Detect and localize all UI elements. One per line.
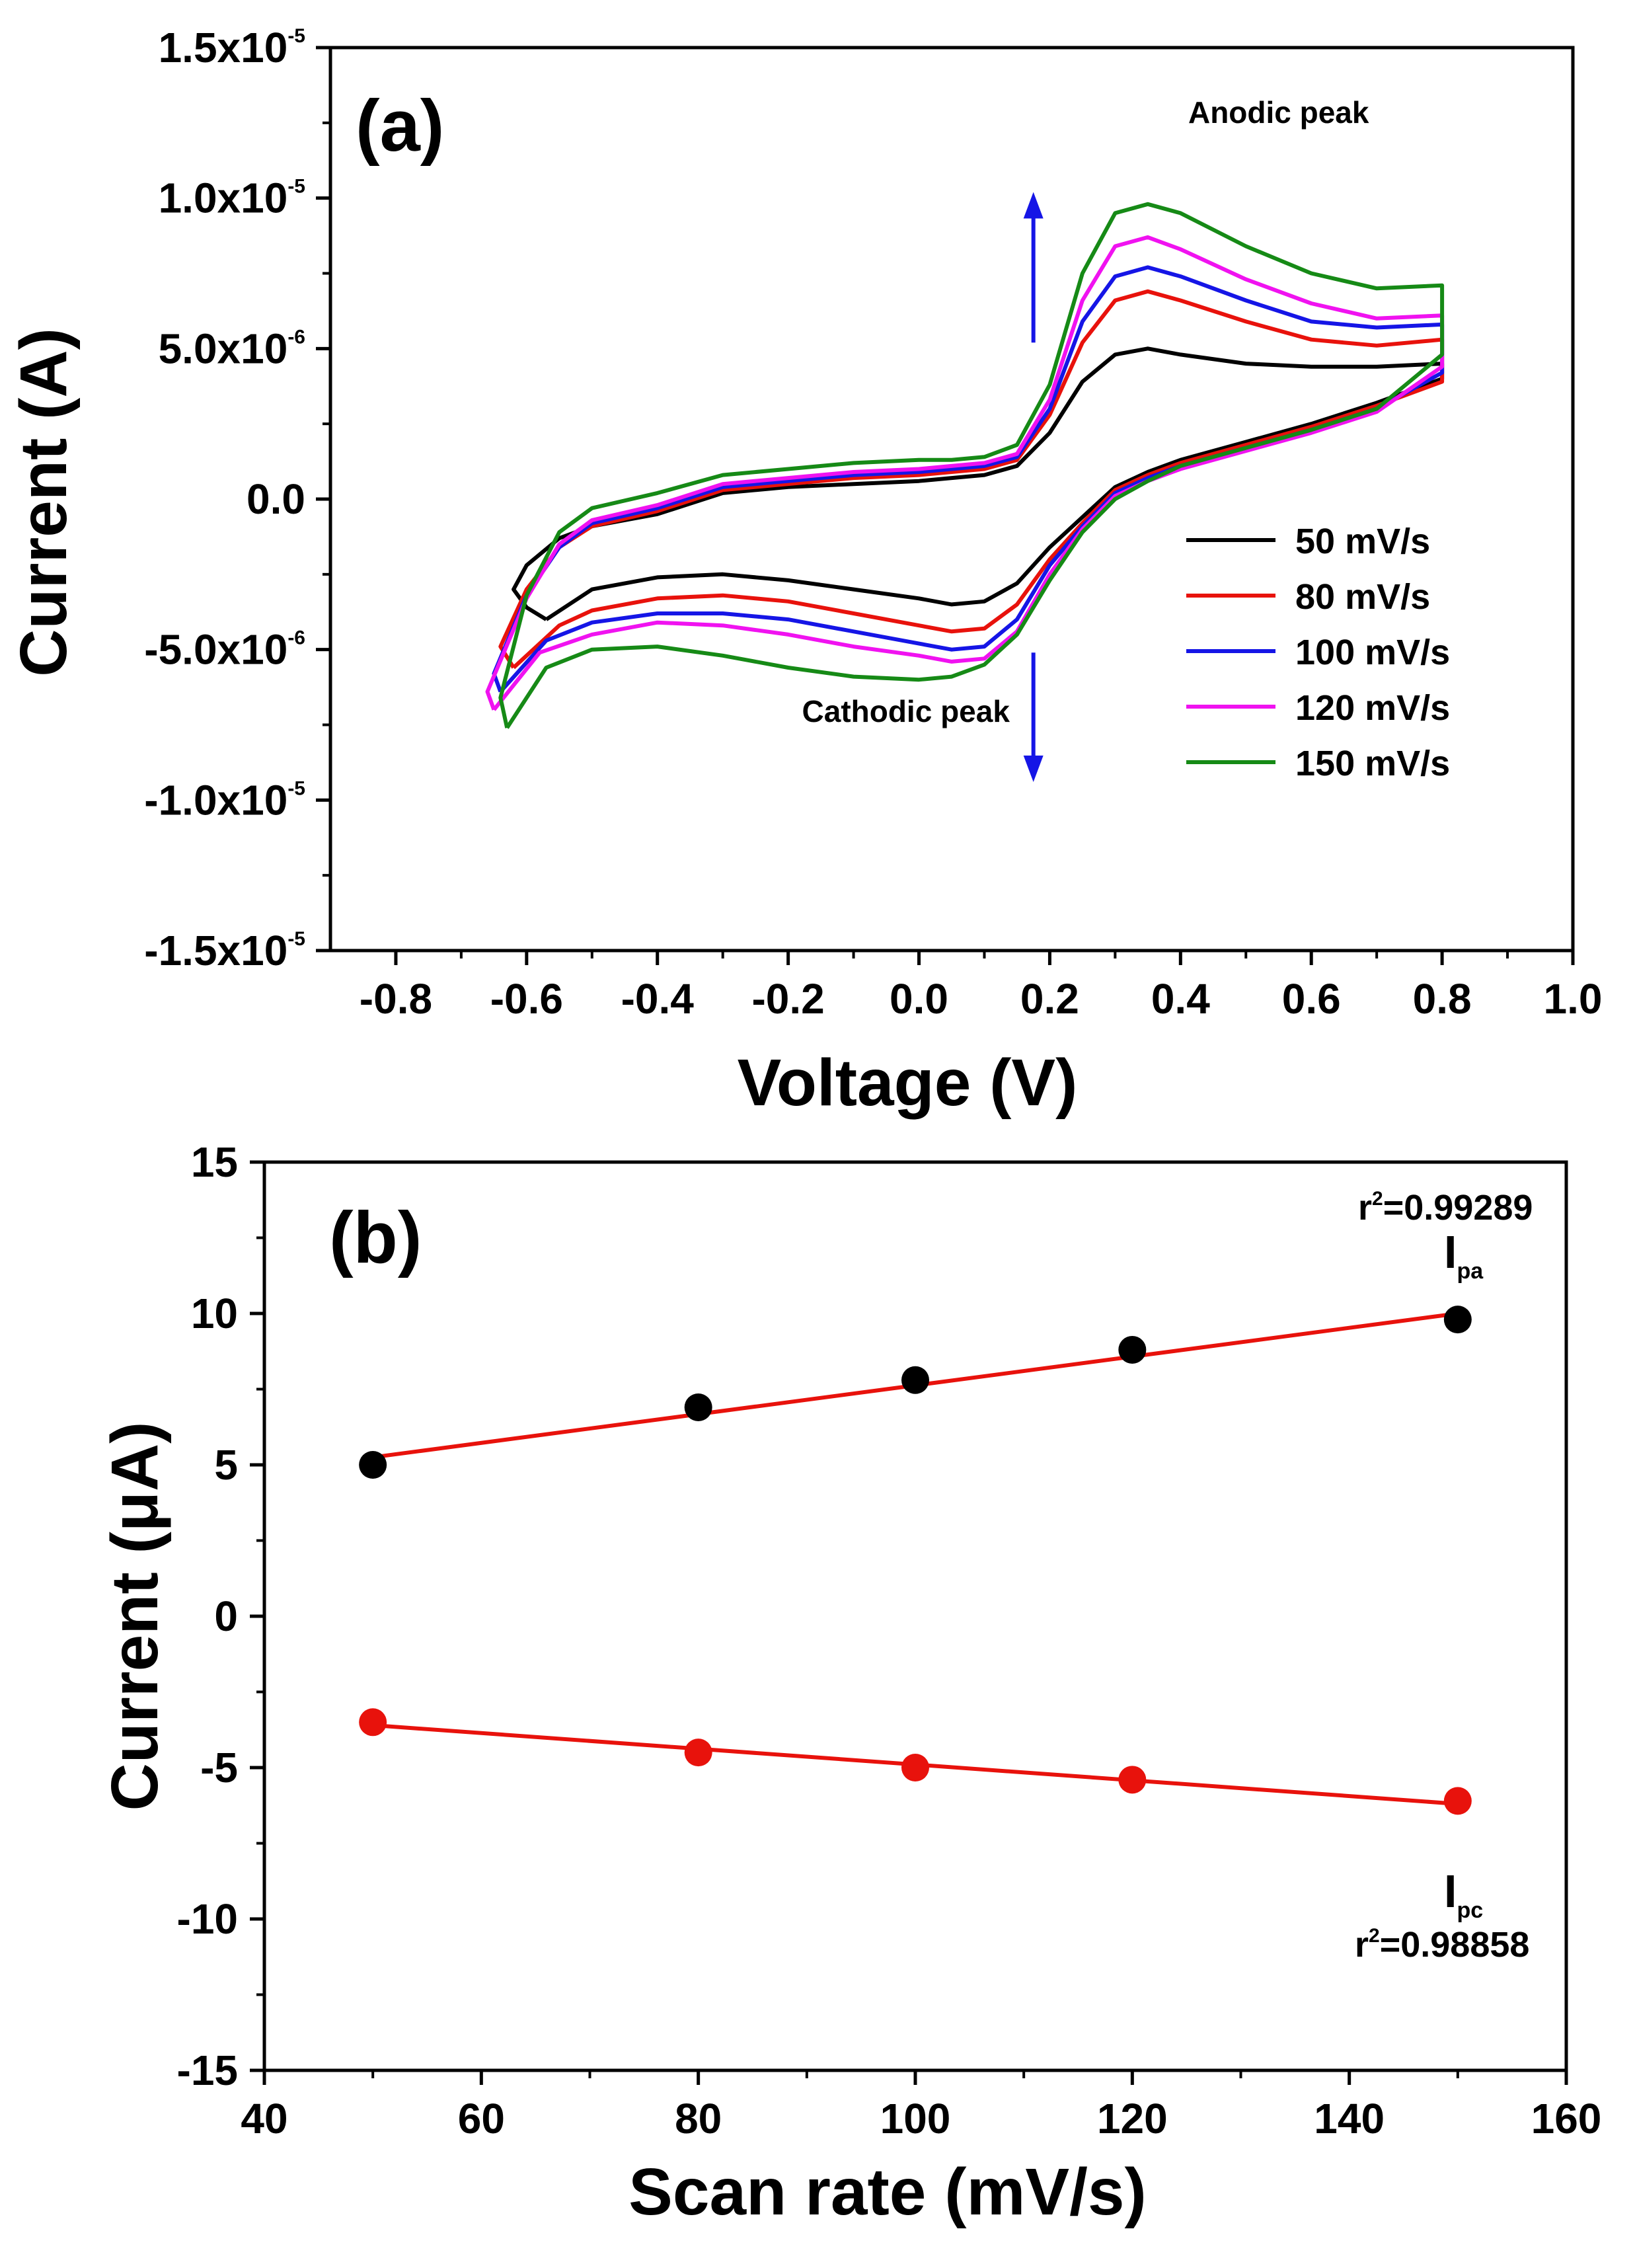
legend-label-3: 100 mV/s	[1295, 633, 1450, 672]
panel-a-peak-arrows	[1023, 192, 1044, 783]
ipa-data-point	[1443, 1306, 1472, 1334]
ipc-data-point	[359, 1708, 387, 1737]
a-y-tick-label: -1.0x10-5	[144, 776, 305, 824]
a-y-tick-exponent: -5	[287, 25, 305, 47]
a-y-tick-label: -5.0x10-6	[144, 626, 305, 674]
a-y-tick-exponent: -6	[287, 326, 305, 348]
peak-arrow-head-1	[1023, 192, 1044, 219]
b-x-tick-label: 160	[1531, 2095, 1602, 2142]
a-y-tick-exponent: -5	[287, 176, 305, 198]
ipc-data-point	[1443, 1787, 1472, 1815]
legend-label-2: 80 mV/s	[1295, 577, 1430, 617]
b-x-tick-label: 80	[675, 2095, 722, 2142]
panel-b-y-ticks: 15 10 5 0 -5 -10 -15	[177, 1138, 264, 2094]
b-y-tick-label: 0	[214, 1592, 238, 1640]
b-x-tick-label: 40	[241, 2095, 287, 2142]
a-y-tick-mantissa: 0.0	[247, 475, 305, 523]
cv-curve-5	[498, 202, 1445, 729]
a-y-tick-label: 1.5x10-5	[159, 24, 305, 71]
ipa-r2-value: =0.99289	[1383, 1188, 1533, 1228]
panel-a-legend: 50 mV/s 80 mV/s 100 mV/s 120 mV/s 150 mV/s	[1186, 522, 1450, 783]
a-x-tick-label: 0.6	[1282, 975, 1341, 1023]
b-y-tick-label: 5	[214, 1441, 238, 1489]
panel-b-label: (b)	[329, 1197, 422, 1278]
b-y-tick-label: -15	[177, 2047, 239, 2094]
ipc-label-main: I	[1444, 1865, 1457, 1917]
ipa-label-main: I	[1444, 1226, 1457, 1278]
ipa-label: Ipa	[1444, 1226, 1484, 1284]
legend-label-5: 150 mV/s	[1295, 744, 1450, 783]
a-x-tick-label: 0.4	[1151, 975, 1210, 1023]
a-x-tick-label: 0.2	[1020, 975, 1079, 1023]
a-y-tick-label: 1.0x10-5	[159, 175, 305, 222]
a-y-tick-exponent: -5	[287, 928, 305, 950]
ipa-r2-prefix: r	[1358, 1188, 1372, 1228]
ipa-data-point	[901, 1366, 929, 1394]
peak-arrow-head-2	[1023, 756, 1044, 783]
a-y-tick-mantissa: -1.5x10	[144, 927, 287, 974]
ipc-data-point	[684, 1739, 712, 1767]
a-x-tick-label: -0.8	[360, 975, 432, 1023]
ipc-label-sub: pc	[1457, 1898, 1483, 1923]
b-x-tick-label: 60	[458, 2095, 505, 2142]
ipc-label: Ipc	[1444, 1865, 1483, 1923]
legend-label-1: 50 mV/s	[1295, 522, 1430, 561]
panel-a-plot-frame	[328, 46, 1575, 953]
panel-b-x-ticks: 40 60 80 100 120 140 160	[241, 2070, 1601, 2142]
a-y-tick-label: 5.0x10-6	[159, 325, 305, 372]
a-y-tick-mantissa: 5.0x10	[159, 325, 288, 372]
ipc-r2-annotation: r2=0.98858	[1355, 1925, 1529, 1965]
b-x-tick-label: 120	[1097, 2095, 1168, 2142]
ipa-data-point	[1118, 1335, 1147, 1364]
panel-a-y-ticks: 1.5x10-51.0x10-55.0x10-60.0-5.0x10-6-1.0…	[144, 24, 330, 974]
ipc-r2-prefix: r	[1355, 1925, 1369, 1965]
panel-a-x-axis-title: Voltage (V)	[738, 1046, 1078, 1120]
a-y-tick-label: 0.0	[247, 475, 305, 523]
cv-curve-3	[492, 265, 1445, 693]
a-x-tick-label: 1.0	[1544, 975, 1603, 1023]
panel-a-x-ticks: -0.8 -0.6 -0.4 -0.2 0.0 0.2 0.4 0.6 0.8 1.0	[360, 951, 1603, 1023]
b-x-tick-label: 140	[1314, 2095, 1385, 2142]
a-y-tick-mantissa: -5.0x10	[144, 626, 287, 674]
ipa-r2-annotation: r2=0.99289	[1358, 1188, 1533, 1228]
a-x-tick-label: 0.8	[1413, 975, 1472, 1023]
cv-curve-4	[485, 235, 1445, 711]
anodic-peak-annotation: Anodic peak	[1188, 95, 1369, 130]
ipc-data-point	[1118, 1766, 1147, 1794]
b-y-tick-label: -10	[177, 1895, 239, 1943]
a-x-tick-label: 0.0	[890, 975, 948, 1023]
a-y-tick-label: -1.5x10-5	[144, 927, 305, 974]
cv-curve-2	[498, 289, 1445, 670]
ipa-data-point	[684, 1393, 712, 1421]
a-y-tick-mantissa: 1.5x10	[159, 24, 288, 71]
ipa-data-point	[359, 1451, 387, 1479]
cv-curve-1	[512, 346, 1445, 621]
ipc-r2-value: =0.98858	[1380, 1925, 1530, 1965]
panel-a-series-group	[485, 202, 1445, 729]
panel-a-y-axis-title: Current (A)	[7, 328, 81, 677]
a-x-tick-label: -0.6	[490, 975, 563, 1023]
panel-b-y-axis-title: Current (μA)	[98, 1422, 172, 1811]
a-y-tick-exponent: -6	[287, 627, 305, 649]
cathodic-peak-annotation: Cathodic peak	[802, 694, 1010, 728]
a-x-tick-label: -0.4	[621, 975, 695, 1023]
b-y-tick-label: 15	[191, 1138, 238, 1186]
panel-a-label: (a)	[356, 85, 444, 167]
legend-label-4: 120 mV/s	[1295, 688, 1450, 728]
a-y-tick-mantissa: 1.0x10	[159, 175, 288, 222]
ipc-data-point	[901, 1754, 929, 1781]
panel-b-series-group	[359, 1306, 1472, 1815]
a-y-tick-mantissa: -1.0x10	[144, 776, 287, 824]
a-y-tick-exponent: -5	[287, 777, 305, 799]
panel-b-x-axis-title: Scan rate (mV/s)	[628, 2155, 1147, 2229]
b-y-tick-label: 10	[191, 1290, 238, 1337]
ipa-label-sub: pa	[1457, 1259, 1484, 1284]
a-x-tick-label: -0.2	[751, 975, 824, 1023]
b-x-tick-label: 100	[880, 2095, 951, 2142]
panel-b-peak-current-vs-scan-rate: 40 60 80 100 120 140 160 15 10 5 0 -5 -10 -15 (b) r2…	[98, 1138, 1601, 2229]
panel-a-cyclic-voltammogram: -0.8 -0.6 -0.4 -0.2 0.0 0.2 0.4 0.6 0.8 1.0 1.5x1…	[7, 24, 1602, 1120]
b-y-tick-label: -5	[200, 1744, 238, 1791]
